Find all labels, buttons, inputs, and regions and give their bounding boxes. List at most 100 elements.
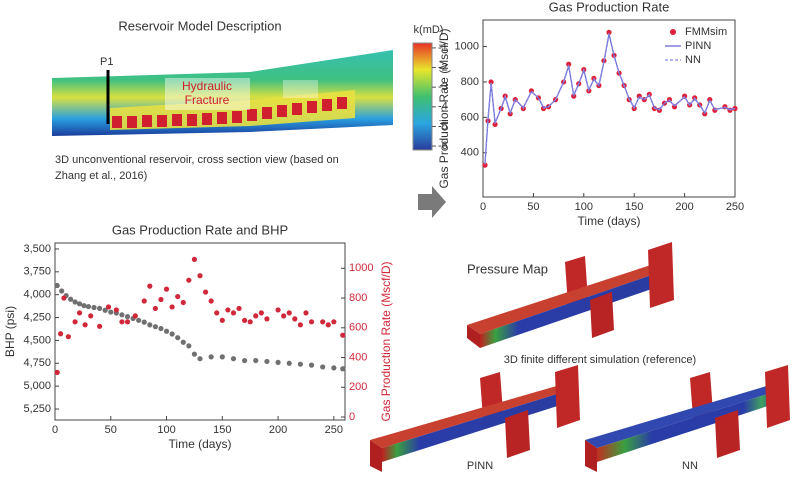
data-point xyxy=(208,298,214,304)
data-point xyxy=(258,310,264,316)
data-point xyxy=(482,162,488,168)
data-point xyxy=(297,361,303,367)
data-point xyxy=(132,313,138,319)
y2-tick-label: 1000 xyxy=(349,262,373,274)
well-label: P1 xyxy=(100,56,113,68)
data-point xyxy=(236,305,242,312)
data-point xyxy=(292,316,298,322)
colorbar-tick-label: -4 xyxy=(438,101,448,113)
y-tick-label: 3,750 xyxy=(23,266,51,278)
data-point xyxy=(72,319,78,325)
y2-tick-label: 800 xyxy=(349,292,367,304)
data-point xyxy=(191,256,198,262)
x-axis-label: Time (days) xyxy=(578,214,641,228)
data-point xyxy=(141,298,147,304)
data-point xyxy=(186,277,192,283)
data-point xyxy=(85,303,92,310)
data-point xyxy=(275,307,281,313)
data-point xyxy=(230,356,237,362)
reservoir-section xyxy=(52,50,393,136)
colorbar-title: k(mD) xyxy=(414,24,444,36)
data-point xyxy=(242,357,248,364)
y2-axis-label: Gas Production Rate (Mscf/D) xyxy=(379,261,393,421)
legend-label: FMMsim xyxy=(685,26,727,38)
data-point xyxy=(175,335,181,341)
data-point xyxy=(180,339,186,345)
data-point xyxy=(108,309,114,315)
data-point xyxy=(81,303,87,309)
data-point xyxy=(230,310,237,316)
y-tick-label: 4,750 xyxy=(23,357,51,369)
y-tick-label: 600 xyxy=(461,111,479,123)
y-tick-label: 3,500 xyxy=(23,243,51,255)
colorbar-tick-label: -2 xyxy=(438,61,448,73)
y-tick-label: 400 xyxy=(461,147,479,159)
arrow xyxy=(418,186,446,218)
y2-tick-label: 600 xyxy=(349,322,367,334)
data-point xyxy=(180,299,186,306)
data-point xyxy=(331,365,337,371)
x-tick-label: 150 xyxy=(213,424,231,436)
fracture-zone xyxy=(110,90,355,130)
label-box xyxy=(165,78,250,110)
chart-title: Gas Production Rate and BHP xyxy=(112,222,288,237)
y2-tick-label: 200 xyxy=(349,381,367,393)
data-point xyxy=(141,319,147,325)
caption: PINN xyxy=(467,460,493,472)
x-tick-label: 0 xyxy=(480,201,486,213)
data-point xyxy=(152,305,158,312)
data-point xyxy=(91,304,97,311)
data-point xyxy=(163,328,170,334)
data-point xyxy=(214,310,220,316)
data-point xyxy=(264,358,270,365)
data-point xyxy=(264,316,270,322)
data-point xyxy=(72,299,78,305)
data-point xyxy=(253,357,259,364)
data-point xyxy=(492,121,498,128)
data-point xyxy=(163,286,170,292)
colorbar-tick-label: -5 xyxy=(438,120,448,132)
y-tick-label: 4,500 xyxy=(23,334,51,346)
colorbar xyxy=(412,42,433,151)
y-tick-label: 5,250 xyxy=(23,403,51,415)
data-point xyxy=(68,296,74,302)
data-point xyxy=(57,331,64,337)
data-point xyxy=(253,313,259,319)
data-point xyxy=(340,332,346,338)
data-point xyxy=(281,313,287,319)
data-point xyxy=(105,304,112,310)
data-point xyxy=(158,296,164,303)
y-tick-label: 4,250 xyxy=(23,311,51,323)
data-point xyxy=(169,304,175,310)
data-point xyxy=(82,322,88,328)
data-point xyxy=(61,295,67,301)
data-point xyxy=(102,307,108,313)
data-point xyxy=(152,324,158,330)
colorbar-tick-label: -1 xyxy=(438,42,448,54)
y-tick-label: 1000 xyxy=(455,40,479,52)
data-point xyxy=(219,317,225,323)
data-point xyxy=(88,313,94,319)
data-point xyxy=(308,319,315,325)
fracture-label: Fracture xyxy=(185,93,230,107)
data-point xyxy=(320,319,326,325)
data-point xyxy=(208,354,214,360)
data-point xyxy=(97,323,103,329)
data-point xyxy=(147,322,153,328)
data-point xyxy=(202,289,209,295)
fracture-label: Hydraulic xyxy=(182,79,232,93)
data-point xyxy=(54,282,60,289)
pressure-map-reference xyxy=(467,242,674,348)
pressure-map-nn xyxy=(585,365,790,472)
x-tick-label: 50 xyxy=(527,201,539,213)
data-point xyxy=(286,310,292,316)
legend-label: PINN xyxy=(685,40,711,52)
data-point xyxy=(247,319,253,325)
data-point xyxy=(76,301,83,307)
data-point xyxy=(119,319,125,325)
data-point xyxy=(320,364,326,370)
data-point xyxy=(331,319,337,325)
x-axis-label: Time (days) xyxy=(169,437,232,451)
data-point xyxy=(169,331,175,337)
